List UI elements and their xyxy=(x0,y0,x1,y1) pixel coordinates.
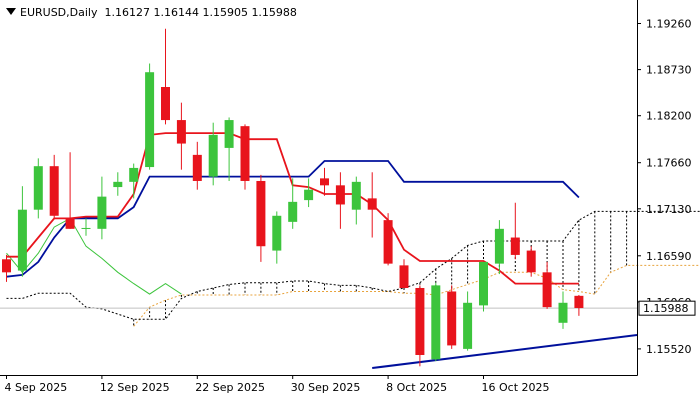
candle-body xyxy=(351,181,361,210)
candle[interactable] xyxy=(272,211,282,264)
candle[interactable] xyxy=(320,167,329,196)
candle-body xyxy=(415,287,425,355)
candle-body xyxy=(304,189,314,201)
candle[interactable] xyxy=(367,172,377,238)
price-tick-label: 1.18730 xyxy=(646,64,692,77)
price-tick-label: 1.16590 xyxy=(646,250,692,263)
candle[interactable] xyxy=(192,141,202,190)
candle-body xyxy=(526,250,536,273)
candle[interactable] xyxy=(129,163,139,199)
candle[interactable] xyxy=(335,172,345,229)
candle[interactable] xyxy=(256,174,266,262)
price-tick-label: 1.17130 xyxy=(646,203,692,216)
candle-body xyxy=(2,259,11,273)
candle-body xyxy=(431,285,441,360)
candle[interactable] xyxy=(558,291,568,329)
candle-body xyxy=(272,215,282,251)
candle-body xyxy=(49,166,59,216)
candle[interactable] xyxy=(574,294,584,316)
candle[interactable] xyxy=(431,282,441,362)
price-tick-label: 1.15520 xyxy=(646,343,692,356)
dropdown-triangle-icon[interactable] xyxy=(6,8,16,15)
time-tick-label: 12 Sep 2025 xyxy=(100,381,170,394)
time-tick-label: 16 Oct 2025 xyxy=(482,381,550,394)
candle[interactable] xyxy=(383,213,393,266)
candle-body xyxy=(463,302,473,349)
candle-body xyxy=(145,72,155,168)
candle[interactable] xyxy=(97,176,107,240)
candle-body xyxy=(574,295,584,309)
ohlc-values: 1.16127 1.16144 1.15905 1.15988 xyxy=(104,6,297,19)
candle-body xyxy=(494,228,504,264)
candle-body xyxy=(558,302,568,323)
candle[interactable] xyxy=(113,172,123,196)
candle-body xyxy=(129,167,139,182)
candle-body xyxy=(97,196,107,229)
price-tick-label: 1.17660 xyxy=(646,157,692,170)
candle-body xyxy=(367,198,377,210)
candle[interactable] xyxy=(399,259,409,288)
candle-body xyxy=(335,185,345,205)
candle[interactable] xyxy=(65,152,75,229)
candle-body xyxy=(479,261,488,306)
candle[interactable] xyxy=(304,178,314,208)
price-tick-label: 1.18200 xyxy=(646,110,692,123)
candle[interactable] xyxy=(447,285,457,349)
candle[interactable] xyxy=(224,117,234,181)
candle[interactable] xyxy=(240,124,250,190)
support-trendline[interactable] xyxy=(372,333,638,370)
candle[interactable] xyxy=(33,158,43,219)
candle[interactable] xyxy=(2,254,11,282)
candle[interactable] xyxy=(49,154,59,220)
candle-body xyxy=(208,134,218,177)
senkou-span-b-line xyxy=(6,210,700,320)
candle[interactable] xyxy=(542,261,552,309)
chart-header: EURUSD,Daily 1.16127 1.16144 1.15905 1.1… xyxy=(6,6,297,19)
candle-body xyxy=(81,227,91,229)
candle[interactable] xyxy=(415,285,425,367)
price-tick-label: 1.19260 xyxy=(646,17,692,30)
candle[interactable] xyxy=(161,28,170,125)
candle[interactable] xyxy=(81,218,91,236)
candle-body xyxy=(447,291,457,346)
candle[interactable] xyxy=(17,186,27,277)
candle[interactable] xyxy=(208,122,218,186)
candle-body xyxy=(399,265,409,288)
candle[interactable] xyxy=(176,102,186,170)
candle[interactable] xyxy=(351,176,361,225)
time-tick-label: 8 Oct 2025 xyxy=(386,381,447,394)
candle-body xyxy=(320,178,329,186)
candle-body xyxy=(176,120,186,144)
candle-body xyxy=(17,209,27,271)
candle-body xyxy=(65,218,75,229)
candle-body xyxy=(161,87,170,121)
candle-body xyxy=(256,180,266,247)
candle[interactable] xyxy=(479,261,488,312)
current-price-box xyxy=(638,300,696,316)
time-tick-label: 30 Sep 2025 xyxy=(291,381,361,394)
candle-body xyxy=(542,272,552,308)
candle-body xyxy=(192,154,202,181)
candle[interactable] xyxy=(526,246,536,277)
candle-body xyxy=(510,237,520,255)
candle-body xyxy=(33,166,43,210)
candle-body xyxy=(240,126,250,181)
candle-body xyxy=(113,181,123,188)
candle[interactable] xyxy=(145,63,155,170)
chikou-span-line xyxy=(6,217,182,295)
candle[interactable] xyxy=(494,220,504,275)
candle[interactable] xyxy=(510,202,520,260)
symbol-label: EURUSD,Daily xyxy=(20,6,98,19)
current-price-label: 1.15988 xyxy=(643,302,689,315)
candle[interactable] xyxy=(463,291,473,351)
candle-body xyxy=(224,120,234,148)
candle-body xyxy=(288,201,298,222)
time-tick-label: 22 Sep 2025 xyxy=(195,381,265,394)
candle-body xyxy=(383,220,393,264)
candle[interactable] xyxy=(288,178,298,229)
time-tick-label: 4 Sep 2025 xyxy=(5,381,68,394)
